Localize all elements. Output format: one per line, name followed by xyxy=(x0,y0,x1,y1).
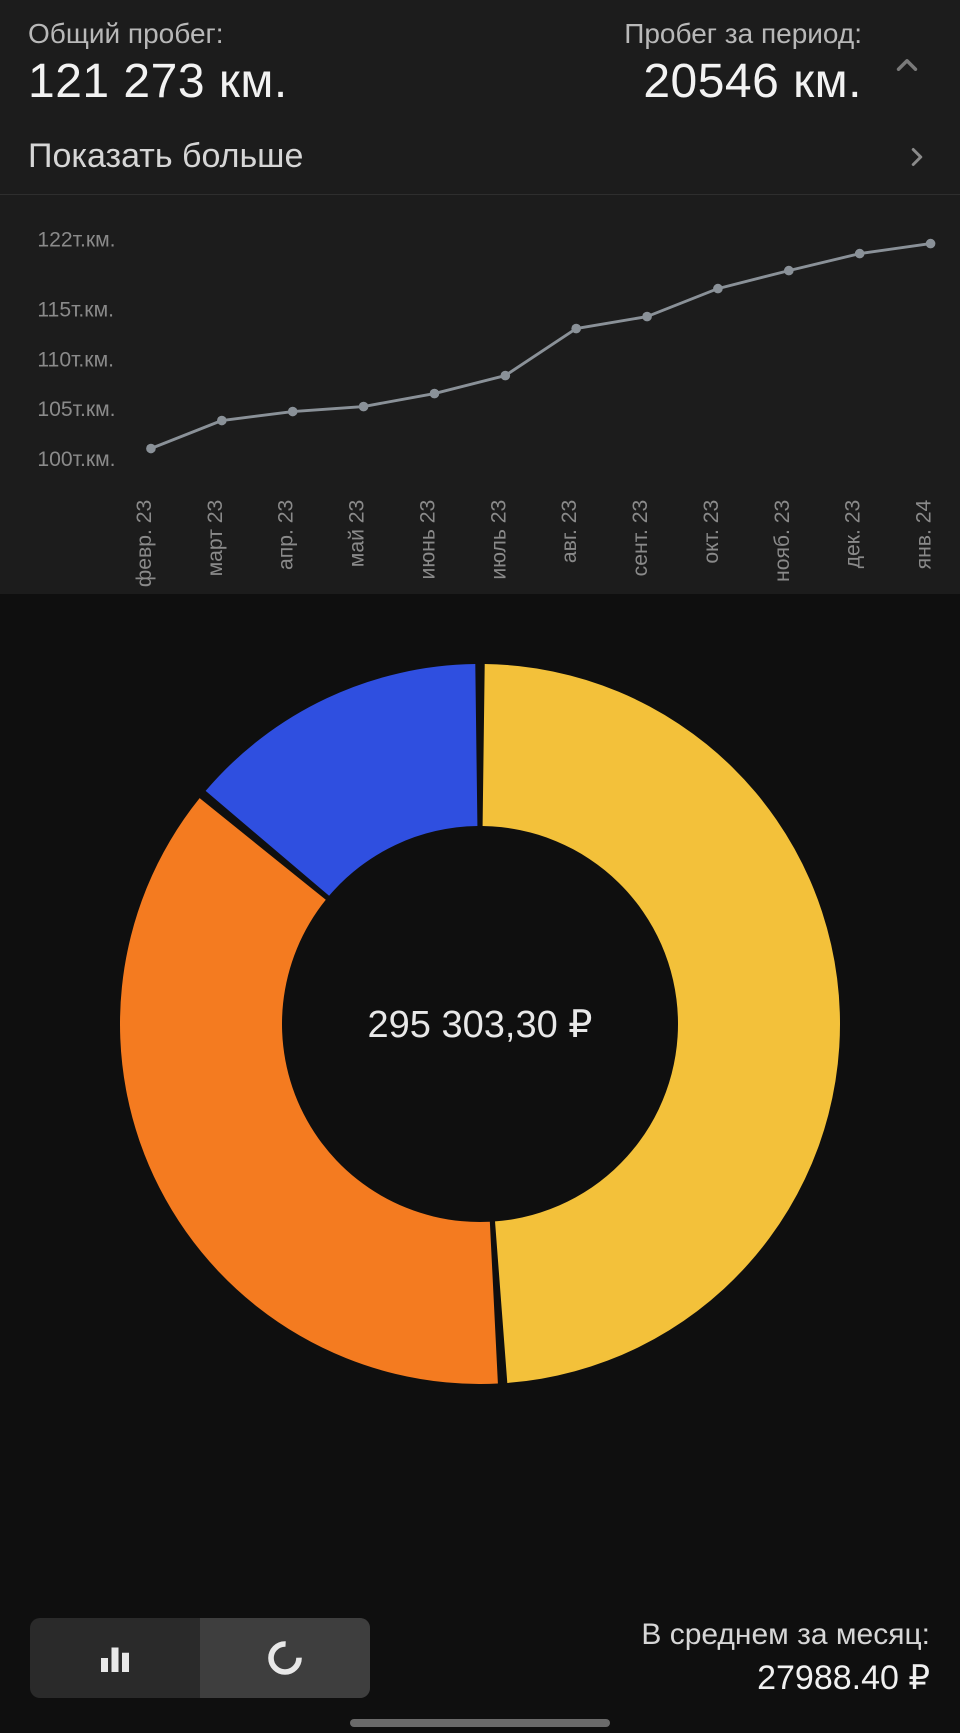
svg-text:105т.км.: 105т.км. xyxy=(37,398,115,421)
donut-center-value: 295 303,30 ₽ xyxy=(368,1002,593,1047)
collapse-button[interactable] xyxy=(882,18,932,82)
svg-text:февр. 23: февр. 23 xyxy=(133,500,156,587)
expenses-donut-chart: 295 303,30 ₽ xyxy=(0,594,960,1454)
svg-text:нояб. 23: нояб. 23 xyxy=(771,500,794,582)
svg-text:май 23: май 23 xyxy=(346,500,369,568)
chevron-right-icon xyxy=(902,142,932,172)
period-mileage-label: Пробег за период: xyxy=(624,18,862,50)
average-per-month: В среднем за месяц: 27988.40 ₽ xyxy=(641,1618,930,1698)
svg-text:авг. 23: авг. 23 xyxy=(558,500,581,563)
svg-text:апр. 23: апр. 23 xyxy=(275,500,298,570)
svg-text:июль 23: июль 23 xyxy=(487,500,510,580)
mileage-panel: Общий пробег: 121 273 км. Пробег за пери… xyxy=(0,0,960,194)
chevron-up-icon xyxy=(890,48,924,82)
show-more-label: Показать больше xyxy=(28,137,902,176)
toggle-bar-button[interactable] xyxy=(30,1618,200,1698)
line-chart-svg: 100т.км. 105т.км. 110т.км. 115т.км. 122т.км.… xyxy=(10,209,956,594)
svg-text:янв. 24: янв. 24 xyxy=(913,499,936,569)
svg-text:122т.км.: 122т.км. xyxy=(37,228,115,251)
bar-chart-icon xyxy=(94,1637,136,1679)
mileage-line-chart: 100т.км. 105т.км. 110т.км. 115т.км. 122т.км.… xyxy=(0,194,960,594)
chart-type-toggle xyxy=(30,1618,370,1698)
home-indicator[interactable] xyxy=(350,1719,610,1727)
metrics-row: Общий пробег: 121 273 км. Пробег за пери… xyxy=(28,18,932,109)
avg-label: В среднем за месяц: xyxy=(641,1618,930,1652)
bottom-bar: В среднем за месяц: 27988.40 ₽ xyxy=(0,1603,960,1733)
period-mileage-value: 20546 км. xyxy=(624,54,862,109)
svg-text:115т.км.: 115т.км. xyxy=(37,298,114,321)
avg-value: 27988.40 ₽ xyxy=(641,1658,930,1698)
svg-text:окт. 23: окт. 23 xyxy=(700,500,723,564)
period-mileage: Пробег за период: 20546 км. xyxy=(624,18,862,109)
total-mileage-value: 121 273 км. xyxy=(28,54,624,109)
svg-text:100т.км.: 100т.км. xyxy=(37,448,115,471)
svg-text:дек. 23: дек. 23 xyxy=(842,500,865,569)
donut-chart-icon xyxy=(264,1637,306,1679)
svg-text:март 23: март 23 xyxy=(204,500,227,577)
toggle-donut-button[interactable] xyxy=(200,1618,370,1698)
svg-text:июнь 23: июнь 23 xyxy=(416,500,439,580)
total-mileage-label: Общий пробег: xyxy=(28,18,624,50)
svg-text:сент. 23: сент. 23 xyxy=(629,500,652,577)
total-mileage: Общий пробег: 121 273 км. xyxy=(28,18,624,109)
svg-text:110т.км.: 110т.км. xyxy=(37,348,114,371)
show-more-row[interactable]: Показать больше xyxy=(28,137,932,194)
